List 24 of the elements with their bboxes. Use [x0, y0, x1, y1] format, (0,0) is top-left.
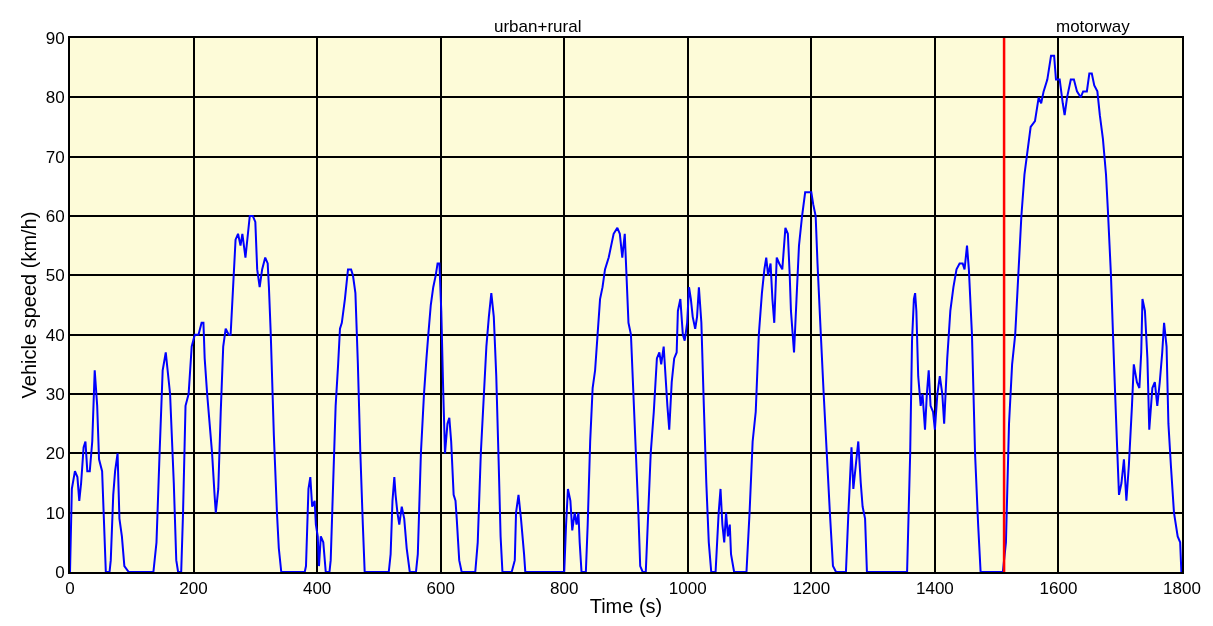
y-tick-label: 10 [45, 503, 65, 523]
x-tick-label: 400 [302, 579, 332, 599]
x-tick-label: 1000 [668, 579, 707, 599]
text: motorway [1056, 17, 1131, 36]
y-tick-label: 50 [45, 266, 65, 286]
x-tick-label: 1600 [1039, 579, 1078, 599]
x-axis-title: Time (s) [589, 595, 663, 618]
y-tick-label: 90 [45, 28, 65, 48]
text: urban+rural [494, 17, 582, 36]
line-series [70, 54, 1182, 572]
y-tick-label: 20 [45, 444, 65, 464]
y-tick-label: 70 [45, 147, 65, 167]
y-tick-label: 60 [45, 206, 65, 226]
x-tick-label: 1800 [1163, 579, 1201, 599]
y-tick-label: 40 [45, 325, 65, 345]
y-tick-label: 30 [45, 384, 65, 404]
y-axis-title: Vehicle speed (km/h) [17, 211, 40, 399]
x-tick-label: 200 [179, 579, 208, 599]
x-tick-label: 1200 [792, 579, 831, 599]
y-tick-label: 80 [45, 88, 65, 108]
y-tick-label: 0 [55, 562, 65, 582]
x-tick-label: 600 [426, 579, 455, 599]
x-tick-label: 1400 [915, 579, 954, 599]
x-tick-label: 800 [550, 579, 579, 599]
